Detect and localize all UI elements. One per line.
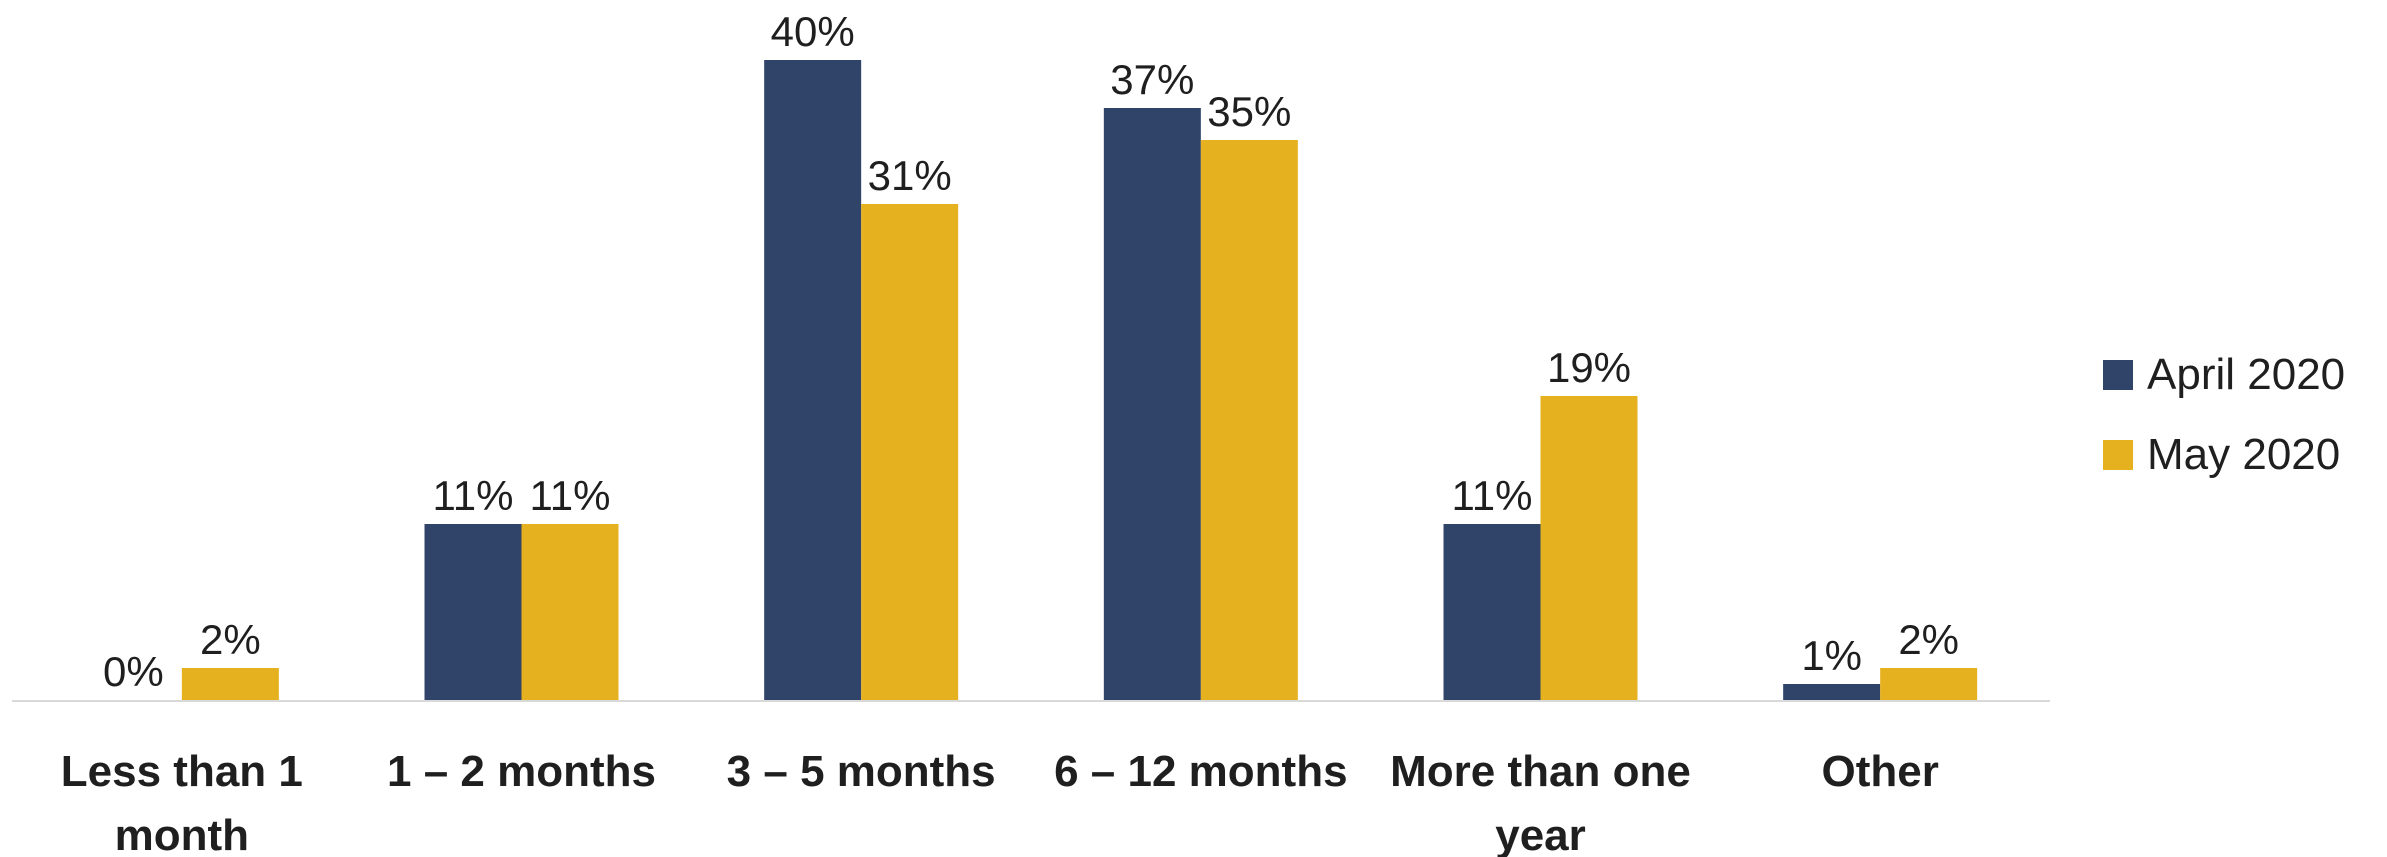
legend: April 2020 May 2020 <box>2103 350 2345 479</box>
category-label-5-0: Other <box>1821 747 1938 796</box>
category-label-4-0: More than one <box>1390 747 1691 796</box>
value-label-may-0: 2% <box>200 616 261 663</box>
value-label-may-1: 11% <box>530 472 611 519</box>
category-labels-layer: Less than 1 month 1 – 2 months 3 – 5 months… <box>61 747 1939 857</box>
bar-may-3 <box>1200 140 1298 700</box>
value-label-april-1: 11% <box>433 472 514 519</box>
value-label-april-4: 11% <box>1452 472 1533 519</box>
bar-may-0 <box>181 668 279 700</box>
value-label-april-3: 37% <box>1110 56 1194 103</box>
value-label-may-4: 19% <box>1547 344 1631 391</box>
value-labels-layer: 0% 2% 11% 11% 40% 31% 37% 35% 11% 19% 1% 2% <box>103 8 1959 695</box>
legend-label-april: April 2020 <box>2147 350 2345 399</box>
bar-april-1 <box>424 524 522 700</box>
bar-may-1 <box>521 524 619 700</box>
bar-april-5 <box>1783 684 1881 700</box>
value-label-may-3: 35% <box>1207 88 1291 135</box>
category-label-2-0: 3 – 5 months <box>727 747 996 796</box>
category-label-1-0: 1 – 2 months <box>387 747 656 796</box>
category-label-0-1: month <box>115 811 249 857</box>
category-label-0-0: Less than 1 <box>61 747 303 796</box>
category-label-4-1: year <box>1495 811 1586 857</box>
value-label-april-5: 1% <box>1801 632 1862 679</box>
bar-may-2 <box>861 204 959 700</box>
bar-april-2 <box>764 60 862 700</box>
bar-may-5 <box>1880 668 1978 700</box>
bars-layer <box>181 60 1978 700</box>
legend-swatch-april <box>2103 360 2133 390</box>
value-label-april-2: 40% <box>771 8 855 55</box>
value-label-may-2: 31% <box>868 152 952 199</box>
legend-label-may: May 2020 <box>2147 430 2340 479</box>
value-label-may-5: 2% <box>1898 616 1959 663</box>
category-label-3-0: 6 – 12 months <box>1054 747 1347 796</box>
bar-april-3 <box>1103 108 1201 700</box>
bar-april-4 <box>1443 524 1541 700</box>
value-label-april-0: 0% <box>103 648 164 695</box>
bar-may-4 <box>1540 396 1638 700</box>
legend-swatch-may <box>2103 440 2133 470</box>
